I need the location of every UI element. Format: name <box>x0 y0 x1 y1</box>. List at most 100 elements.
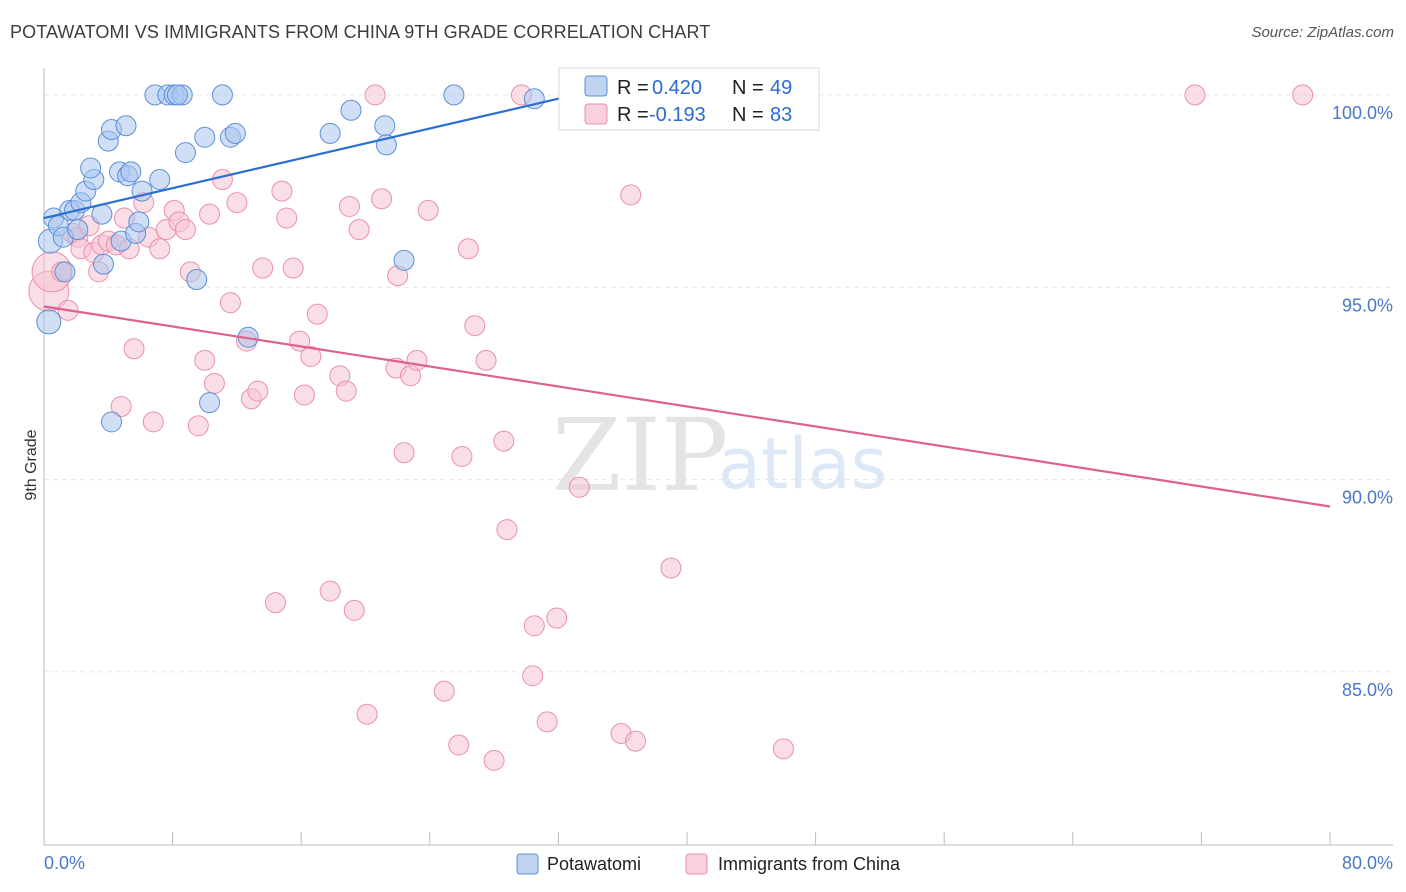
china-point-56 <box>393 442 415 464</box>
potawatomi-point-19 <box>115 115 137 137</box>
china-point-37 <box>264 592 286 614</box>
y-axis-title: 9th Grade <box>23 429 40 500</box>
potawatomi-point-39 <box>319 122 341 144</box>
potawatomi-point-23 <box>128 211 150 233</box>
china-point-50 <box>348 219 370 241</box>
trend-line-potawatomi <box>43 93 575 220</box>
china-point-24 <box>174 219 196 241</box>
watermark-atlas: atlas <box>718 423 887 505</box>
potawatomi-point-32 <box>186 269 208 291</box>
china-point-82 <box>1292 84 1314 106</box>
series-legend: Potawatomi Immigrants from China <box>516 853 901 875</box>
potawatomi-point-12 <box>80 157 102 179</box>
axes <box>43 68 1393 846</box>
potawatomi-point-34 <box>199 392 221 414</box>
source-credit: Source: ZipAtlas.com <box>1251 24 1394 41</box>
potawatomi-point-25 <box>101 411 123 433</box>
china-point-73 <box>546 607 568 629</box>
china-point-71 <box>523 615 545 637</box>
stats-legend: R = 0.420 N = 49 R = -0.193 N = 83 <box>558 67 820 131</box>
china-point-16 <box>123 338 145 360</box>
china-point-13 <box>110 395 132 417</box>
china-point-49 <box>343 599 365 621</box>
china-point-28 <box>199 203 221 225</box>
china-point-78 <box>625 730 647 752</box>
china-point-40 <box>282 257 304 279</box>
china-point-64 <box>464 315 486 337</box>
china-point-26 <box>187 415 209 437</box>
bottom-legend-label-immigrants-from-china: Immigrants from China <box>718 854 901 874</box>
potawatomi-point-0 <box>36 309 62 335</box>
china-point-20 <box>149 238 171 260</box>
x-tick-label-min: 0.0% <box>44 853 85 873</box>
china-point-67 <box>493 430 515 452</box>
china-point-62 <box>451 446 473 467</box>
china-point-44 <box>306 303 328 325</box>
china-point-52 <box>364 84 386 106</box>
legend-swatch-immigrants-from-china <box>584 103 608 125</box>
legend-n-value-2: 83 <box>770 104 792 126</box>
y-tick-label-95: 95.0% <box>1342 295 1393 315</box>
legend-n-label-1: N = <box>732 77 764 99</box>
legend-n-label-2: N = <box>732 104 764 126</box>
china-point-72 <box>536 711 558 733</box>
china-point-79 <box>660 557 682 579</box>
y-tick-labels: 85.0% 90.0% 95.0% 100.0% <box>1332 103 1393 700</box>
bottom-legend-label-potawatomi: Potawatomi <box>547 854 641 874</box>
legend-n-value-1: 49 <box>770 77 792 99</box>
china-point-74 <box>568 476 590 498</box>
china-point-77 <box>620 184 642 206</box>
potawatomi-point-27 <box>149 169 171 191</box>
china-point-59 <box>417 199 439 221</box>
legend-swatch-potawatomi <box>584 75 608 97</box>
china-point-38 <box>271 180 293 202</box>
china-point-68 <box>496 519 518 541</box>
china-point-53 <box>371 188 393 210</box>
china-point-39 <box>276 207 298 229</box>
legend-r-label-1: R = <box>617 77 649 99</box>
legend-r-value-2: -0.193 <box>649 104 706 126</box>
potawatomi-point-41 <box>374 115 396 137</box>
china-point-60 <box>433 680 455 702</box>
bottom-legend-swatch-immigrants-from-china <box>685 853 708 875</box>
potawatomi-point-44 <box>443 84 465 106</box>
china-point-31 <box>219 292 241 314</box>
potawatomi-point-40 <box>340 99 362 121</box>
y-tick-label-85: 85.0% <box>1342 680 1393 700</box>
china-point-19 <box>142 411 164 433</box>
china-point-35 <box>247 380 269 402</box>
potawatomi-point-43 <box>393 249 415 271</box>
china-point-66 <box>483 749 505 771</box>
china-point-70 <box>522 665 544 687</box>
china-point-30 <box>211 169 233 191</box>
china-point-42 <box>293 384 315 406</box>
china-point-51 <box>356 703 378 725</box>
potawatomi-point-24 <box>131 180 153 202</box>
potawatomi-point-21 <box>120 161 142 183</box>
potawatomi-point-5 <box>54 261 76 283</box>
china-point-29 <box>203 372 225 394</box>
y-tick-label-90: 90.0% <box>1342 488 1393 508</box>
bottom-legend-swatch-potawatomi <box>516 853 539 875</box>
china-point-27 <box>194 349 216 371</box>
trend-line-immigrants-from-china <box>43 305 1331 508</box>
x-tick-label-max: 80.0% <box>1342 853 1393 873</box>
potawatomi-point-33 <box>194 126 216 148</box>
china-point-48 <box>338 195 360 217</box>
china-point-58 <box>406 349 428 371</box>
china-point-36 <box>252 257 274 279</box>
china-point-45 <box>319 580 341 602</box>
potawatomi-point-14 <box>92 253 114 275</box>
legend-r-value-1: 0.420 <box>652 77 702 99</box>
gridlines <box>44 94 1393 673</box>
potawatomi-point-37 <box>224 122 246 144</box>
china-point-65 <box>475 349 497 371</box>
y-tick-label-100: 100.0% <box>1332 103 1393 123</box>
trend-lines <box>43 93 1331 508</box>
china-point-80 <box>772 738 794 760</box>
china-point-43 <box>300 345 322 367</box>
potawatomi-point-48 <box>166 84 188 106</box>
potawatomi-point-35 <box>211 84 233 106</box>
legend-r-label-2: R = <box>617 104 649 126</box>
